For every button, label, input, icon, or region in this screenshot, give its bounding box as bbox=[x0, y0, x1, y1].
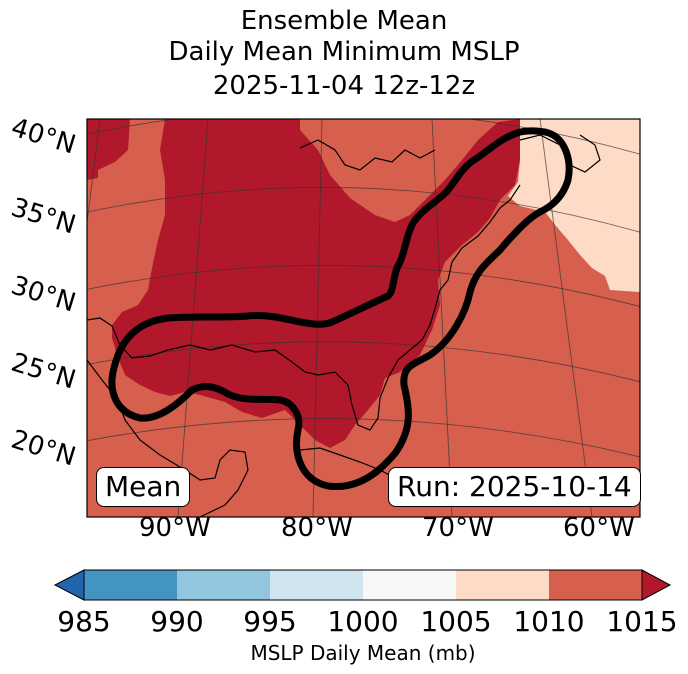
colorbar-segment-995-1000 bbox=[270, 570, 363, 600]
run-date-box: Run: 2025-10-14 bbox=[388, 467, 641, 507]
colorbar-segment-1005-1010 bbox=[456, 570, 549, 600]
colorbar-extend-high bbox=[641, 569, 672, 601]
title-line-2: Daily Mean Minimum MSLP bbox=[168, 37, 520, 67]
lon-label-70w: 70°W bbox=[422, 513, 494, 543]
colorbar-tick-1015: 1015 bbox=[606, 605, 678, 638]
coastline-maritimes bbox=[519, 134, 601, 173]
title-line-3: 2025-11-04 12z-12z bbox=[212, 71, 476, 101]
mslp-field-above-1015 bbox=[87, 119, 520, 448]
colorbar-tick-990: 990 bbox=[150, 605, 204, 638]
colorbar-tick-995: 995 bbox=[243, 605, 297, 638]
colorbar-tick-985: 985 bbox=[57, 605, 111, 638]
parallel-30n bbox=[87, 264, 640, 308]
colorbar-segment-1000-1005 bbox=[363, 570, 456, 600]
lon-label-90w: 90°W bbox=[139, 513, 211, 543]
map-frame bbox=[86, 118, 641, 518]
meridian-70w bbox=[431, 119, 453, 517]
mean-label-box: Mean bbox=[96, 467, 191, 507]
meridian-60w bbox=[539, 119, 593, 517]
coastline-gulf bbox=[87, 184, 521, 431]
colorbar-segment-990-995 bbox=[177, 570, 270, 600]
parallel-25n bbox=[87, 341, 640, 383]
mslp-field-1005-1010-atlantic bbox=[508, 119, 640, 292]
colorbar-extend-low bbox=[53, 569, 85, 601]
colorbar-frame bbox=[83, 569, 643, 601]
colorbar-tick-1005: 1005 bbox=[420, 605, 492, 638]
colorbar-segment-985-990 bbox=[84, 570, 177, 600]
colorbar-tick-1000: 1000 bbox=[327, 605, 399, 638]
parallel-20n bbox=[87, 418, 640, 458]
parallel-40n bbox=[87, 119, 640, 155]
colorbar-tick-1010: 1010 bbox=[513, 605, 585, 638]
coastline-cuba bbox=[299, 447, 396, 479]
coastline-great-lakes bbox=[299, 139, 436, 171]
parallel-35n bbox=[87, 186, 640, 233]
colorbar-segment-1010-1015 bbox=[549, 570, 642, 600]
colorbar-label: MSLP Daily Mean (mb) bbox=[250, 641, 476, 665]
lon-label-60w: 60°W bbox=[563, 513, 635, 543]
mslp-contour-outline bbox=[108, 127, 573, 491]
map-panel bbox=[86, 118, 641, 518]
meridian-80w bbox=[312, 119, 323, 517]
colorbar bbox=[53, 569, 672, 601]
lon-label-80w: 80°W bbox=[281, 513, 353, 543]
meridian-100w bbox=[87, 119, 101, 227]
title-line-1: Ensemble Mean bbox=[240, 6, 448, 36]
